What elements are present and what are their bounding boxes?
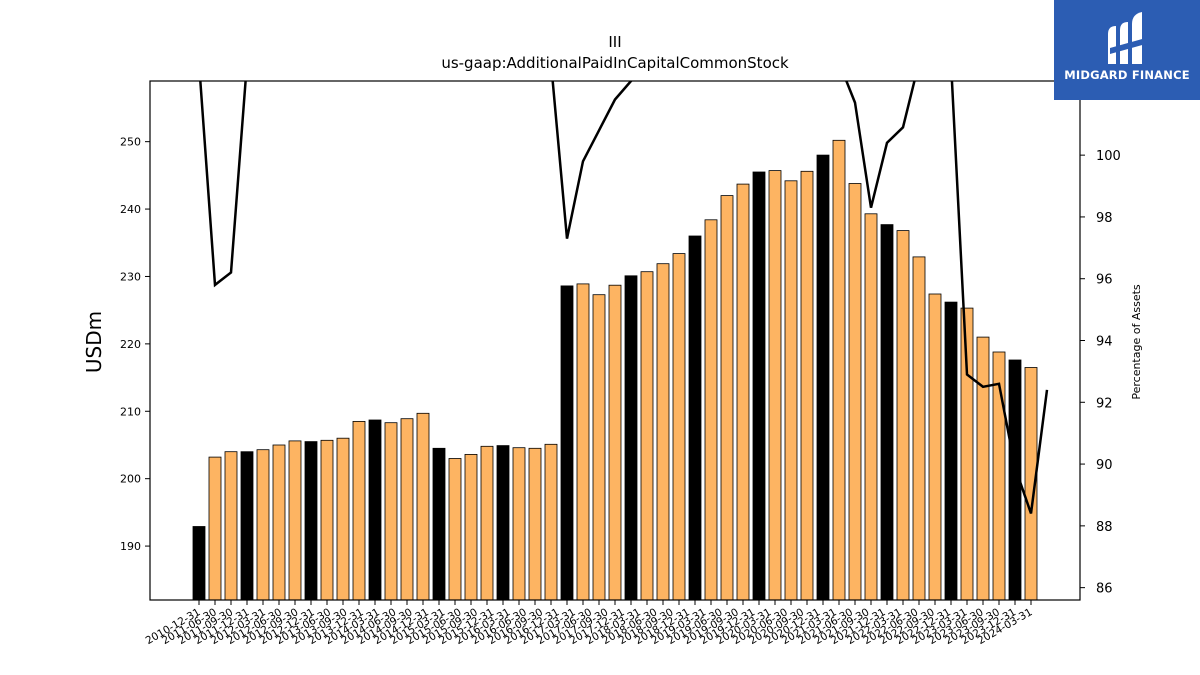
bar xyxy=(816,154,830,601)
bar xyxy=(624,275,638,601)
bar xyxy=(256,449,270,601)
bar xyxy=(480,445,494,601)
bar xyxy=(496,445,510,601)
bar xyxy=(864,213,878,601)
y2-tick-label: 88 xyxy=(1096,520,1113,535)
bar xyxy=(608,284,622,601)
logo-mark-icon xyxy=(1108,12,1146,64)
y2-tick-label: 90 xyxy=(1096,458,1113,473)
bar xyxy=(848,183,862,601)
bar xyxy=(672,253,686,601)
y-tick-label: 230 xyxy=(120,270,141,283)
y-axis-label: USDm xyxy=(82,311,106,373)
bar xyxy=(272,444,286,601)
bar xyxy=(304,441,318,601)
y-tick-label: 240 xyxy=(120,203,141,216)
bar xyxy=(832,139,846,601)
bar xyxy=(688,235,702,601)
bar xyxy=(208,456,222,601)
y2-tick-label: 86 xyxy=(1096,582,1113,597)
y-tick-label: 190 xyxy=(120,540,141,553)
midgard-finance-logo: MIDGARD FINANCE xyxy=(1054,0,1200,100)
y2-axis-label: Percentage of Assets xyxy=(1130,284,1143,400)
bar xyxy=(736,183,750,601)
bar xyxy=(384,422,398,601)
plot-frame xyxy=(149,80,1081,601)
bar xyxy=(400,418,414,601)
y-tick-label: 220 xyxy=(120,338,141,351)
bar xyxy=(240,451,254,601)
bar xyxy=(544,443,558,601)
bar xyxy=(752,171,766,601)
bar xyxy=(784,180,798,601)
series-line xyxy=(199,81,1049,514)
bar xyxy=(912,256,926,601)
chart-title: III xyxy=(608,33,621,51)
bar xyxy=(464,453,478,601)
bar xyxy=(768,170,782,601)
bar xyxy=(320,439,334,601)
bar xyxy=(352,420,366,601)
bar xyxy=(192,526,206,601)
y2-tick-label: 100 xyxy=(1096,149,1121,164)
bar xyxy=(704,219,718,601)
y2-tick-label: 94 xyxy=(1096,335,1113,350)
bar xyxy=(512,447,526,601)
bar xyxy=(288,440,302,601)
bar xyxy=(720,195,734,601)
bar xyxy=(896,230,910,601)
bar xyxy=(336,437,350,601)
y2-tick-label: 96 xyxy=(1096,273,1113,288)
y-tick-label: 250 xyxy=(120,136,141,149)
bar xyxy=(640,271,654,601)
bar xyxy=(448,458,462,601)
bar xyxy=(656,263,670,601)
y2-tick-label: 92 xyxy=(1096,396,1113,411)
bar xyxy=(432,447,446,601)
bar xyxy=(944,301,958,601)
bar xyxy=(928,293,942,601)
y-tick-label: 200 xyxy=(120,473,141,486)
y2-tick-label: 98 xyxy=(1096,211,1113,226)
bar xyxy=(416,412,430,601)
y-tick-label: 210 xyxy=(120,405,141,418)
logo-text: MIDGARD FINANCE xyxy=(1064,68,1190,82)
chart-subtitle: us-gaap:AdditionalPaidInCapitalCommonSto… xyxy=(441,54,789,72)
bar xyxy=(880,224,894,601)
bar xyxy=(800,170,814,601)
bar xyxy=(976,336,990,601)
bar xyxy=(224,451,238,601)
bar xyxy=(368,419,382,601)
bar xyxy=(528,447,542,601)
bar xyxy=(560,285,574,601)
bar xyxy=(592,294,606,601)
bar xyxy=(576,283,590,601)
